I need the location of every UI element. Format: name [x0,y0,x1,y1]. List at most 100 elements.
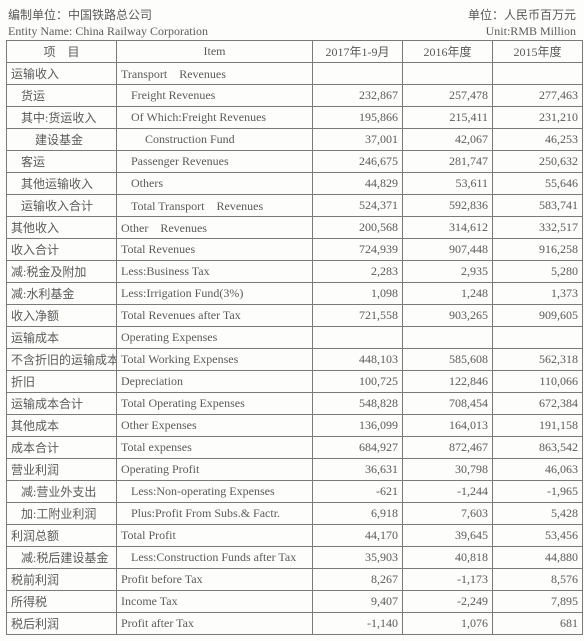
table-header-row: 项 目 Item 2017年1-9月 2016年度 2015年度 [7,41,583,63]
entity-en: Entity Name: China Railway Corporation [8,24,208,39]
table-row: 运输成本合计Total Operating Expenses548,828708… [7,393,583,415]
row-label-en: Less:Non-operating Expenses [117,481,313,503]
row-label-en: Depreciation [117,371,313,393]
row-value: 44,170 [313,525,403,547]
table-row: 所得税Income Tax9,407-2,2497,895 [7,591,583,613]
row-label-cn: 收入合计 [7,239,117,261]
row-label-en: Transport Revenues [117,63,313,85]
row-label-en: Construction Fund [117,129,313,151]
row-value: 42,067 [403,129,493,151]
row-value: 721,558 [313,305,403,327]
row-label-en: Total Revenues [117,239,313,261]
table-row: 减:水利基金Less:Irrigation Fund(3%)1,0981,248… [7,283,583,305]
row-value: 200,568 [313,217,403,239]
unit-cn: 单位：人民币百万元 [468,6,576,23]
row-value: 672,384 [493,393,583,415]
row-label-cn: 减:税后建设基金 [7,547,117,569]
header-line-cn: 编制单位：中国铁路总公司 单位：人民币百万元 [8,6,576,23]
row-label-en: Others [117,173,313,195]
table-row: 其中:货运收入Of Which:Freight Revenues195,8662… [7,107,583,129]
table-row: 运输收入合计Total Transport Revenues524,371592… [7,195,583,217]
row-value: 44,829 [313,173,403,195]
row-label-en: Total Operating Expenses [117,393,313,415]
row-label-cn: 所得税 [7,591,117,613]
row-value [493,63,583,85]
row-label-cn: 利润总额 [7,525,117,547]
row-value [493,327,583,349]
row-value: 724,939 [313,239,403,261]
table-row: 货运Freight Revenues232,867257,478277,463 [7,85,583,107]
row-value: 53,611 [403,173,493,195]
row-value: 9,407 [313,591,403,613]
row-label-cn: 其他成本 [7,415,117,437]
row-value: 1,076 [403,613,493,635]
row-value: 909,605 [493,305,583,327]
row-label-en: Profit after Tax [117,613,313,635]
row-label-cn: 运输收入合计 [7,195,117,217]
row-label-cn: 收入净额 [7,305,117,327]
table-row: 运输收入Transport Revenues [7,63,583,85]
row-value: 448,103 [313,349,403,371]
row-value: 524,371 [313,195,403,217]
row-label-cn: 成本合计 [7,437,117,459]
row-value: -621 [313,481,403,503]
row-value: 8,576 [493,569,583,591]
row-value: 332,517 [493,217,583,239]
row-value: 195,866 [313,107,403,129]
row-label-cn: 税前利润 [7,569,117,591]
row-label-en: Freight Revenues [117,85,313,107]
table-row: 建设基金Construction Fund37,00142,06746,253 [7,129,583,151]
row-value: 100,725 [313,371,403,393]
row-label-en: Of Which:Freight Revenues [117,107,313,129]
row-value [313,327,403,349]
table-row: 其他收入Other Revenues200,568314,612332,517 [7,217,583,239]
row-label-cn: 其中:货运收入 [7,107,117,129]
row-value: 2,283 [313,261,403,283]
row-label-en: Passenger Revenues [117,151,313,173]
row-value: 39,645 [403,525,493,547]
table-row: 收入净额Total Revenues after Tax721,558903,2… [7,305,583,327]
row-value: 5,428 [493,503,583,525]
row-value: 1,373 [493,283,583,305]
row-value: 136,099 [313,415,403,437]
row-label-cn: 加:工附业利润 [7,503,117,525]
row-value [403,327,493,349]
row-value: 36,631 [313,459,403,481]
col-header-item-cn: 项 目 [7,41,117,63]
row-label-en: Total Transport Revenues [117,195,313,217]
row-label-en: Income Tax [117,591,313,613]
row-value: 44,880 [493,547,583,569]
row-value: 7,895 [493,591,583,613]
col-header-2016: 2016年度 [403,41,493,63]
table-row: 收入合计Total Revenues724,939907,448916,258 [7,239,583,261]
row-value: 863,542 [493,437,583,459]
table-row: 营业利润Operating Profit36,63130,79846,063 [7,459,583,481]
row-label-cn: 货运 [7,85,117,107]
row-value: 907,448 [403,239,493,261]
table-row: 成本合计Total expenses684,927872,467863,542 [7,437,583,459]
row-value: 46,063 [493,459,583,481]
row-value: 55,646 [493,173,583,195]
row-value: 257,478 [403,85,493,107]
table-row: 税后利润Profit after Tax-1,1401,076681 [7,613,583,635]
row-value: 681 [493,613,583,635]
row-label-cn: 折旧 [7,371,117,393]
col-header-2017: 2017年1-9月 [313,41,403,63]
row-value: 250,632 [493,151,583,173]
table-row: 减:税后建设基金Less:Construction Funds after Ta… [7,547,583,569]
row-label-en: Less:Construction Funds after Tax [117,547,313,569]
row-label-cn: 运输成本 [7,327,117,349]
row-label-en: Plus:Profit From Subs.& Factr. [117,503,313,525]
row-label-cn: 税后利润 [7,613,117,635]
row-label-cn: 运输收入 [7,63,117,85]
row-label-en: Total Working Expenses [117,349,313,371]
header-line-en: Entity Name: China Railway Corporation U… [8,24,576,39]
row-label-en: Other Expenses [117,415,313,437]
row-value [403,63,493,85]
row-value: 281,747 [403,151,493,173]
row-label-cn: 建设基金 [7,129,117,151]
row-label-en: Less:Irrigation Fund(3%) [117,283,313,305]
row-value: 903,265 [403,305,493,327]
row-value: 684,927 [313,437,403,459]
row-label-en: Profit before Tax [117,569,313,591]
